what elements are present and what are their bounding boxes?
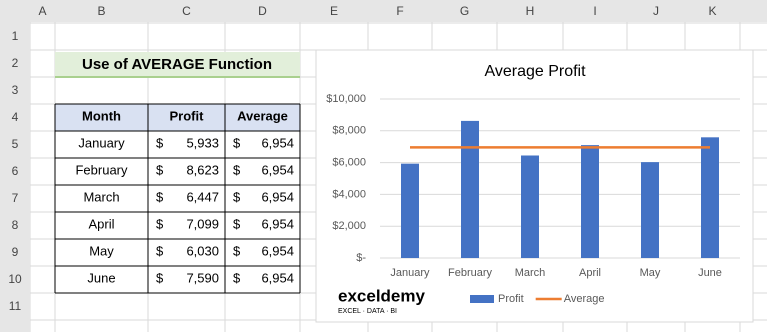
currency-symbol: $ bbox=[156, 189, 164, 204]
currency-symbol: $ bbox=[233, 135, 241, 150]
currency-symbol: $ bbox=[156, 270, 164, 285]
column-header-bar bbox=[0, 0, 767, 22]
table-cell: 6,447 bbox=[186, 189, 219, 204]
y-tick-label: $2,000 bbox=[332, 220, 366, 232]
column-header: K bbox=[708, 4, 716, 18]
table-cell: May bbox=[89, 243, 114, 258]
table-cell: 6,954 bbox=[261, 189, 294, 204]
watermark-tagline: EXCEL · DATA · BI bbox=[338, 308, 397, 315]
bar bbox=[641, 162, 659, 258]
table-cell: February bbox=[75, 162, 128, 177]
bar bbox=[461, 120, 479, 258]
table-cell: 6,954 bbox=[261, 162, 294, 177]
bar bbox=[521, 155, 539, 258]
table-header: Average bbox=[237, 108, 288, 123]
table-cell: 6,954 bbox=[261, 243, 294, 258]
column-header: D bbox=[258, 4, 267, 18]
row-header: 8 bbox=[12, 218, 19, 232]
bar bbox=[401, 163, 419, 258]
table-cell: 7,099 bbox=[186, 216, 219, 231]
watermark-name: exceldemy bbox=[338, 286, 425, 305]
legend-label: Average bbox=[564, 293, 605, 305]
x-tick-label: June bbox=[698, 267, 722, 279]
column-header: G bbox=[460, 4, 469, 18]
table-cell: 6,030 bbox=[186, 243, 219, 258]
table-cell: April bbox=[88, 216, 114, 231]
x-tick-label: April bbox=[579, 267, 601, 279]
table-cell: 8,623 bbox=[186, 162, 219, 177]
column-header: H bbox=[526, 4, 535, 18]
column-header: J bbox=[653, 4, 659, 18]
column-header: A bbox=[38, 4, 46, 18]
currency-symbol: $ bbox=[233, 216, 241, 231]
column-header: B bbox=[97, 4, 105, 18]
column-header: C bbox=[182, 4, 191, 18]
table-header: Profit bbox=[170, 108, 205, 123]
x-tick-label: March bbox=[515, 267, 546, 279]
row-header: 9 bbox=[12, 245, 19, 259]
legend-swatch bbox=[470, 295, 494, 303]
currency-symbol: $ bbox=[233, 189, 241, 204]
currency-symbol: $ bbox=[156, 216, 164, 231]
row-header: 6 bbox=[12, 164, 19, 178]
row-header: 10 bbox=[8, 272, 22, 286]
currency-symbol: $ bbox=[233, 162, 241, 177]
column-header: E bbox=[330, 4, 338, 18]
x-tick-label: May bbox=[640, 267, 661, 279]
y-tick-label: $6,000 bbox=[332, 157, 366, 169]
title-cell bbox=[55, 52, 300, 77]
table-cell: 7,590 bbox=[186, 270, 219, 285]
bar bbox=[581, 145, 599, 258]
table-cell: June bbox=[87, 270, 115, 285]
table-cell: 6,954 bbox=[261, 270, 294, 285]
row-header: 11 bbox=[9, 299, 22, 313]
row-header-bar bbox=[0, 0, 30, 332]
x-tick-label: January bbox=[390, 267, 430, 279]
table-cell: March bbox=[83, 189, 119, 204]
table-cell: 5,933 bbox=[186, 135, 219, 150]
sheet-title: Use of AVERAGE Function bbox=[82, 56, 272, 73]
currency-symbol: $ bbox=[233, 270, 241, 285]
chart-title: Average Profit bbox=[484, 63, 586, 80]
bar bbox=[701, 137, 719, 258]
currency-symbol: $ bbox=[156, 135, 164, 150]
legend-label: Profit bbox=[498, 293, 524, 305]
table-cell: January bbox=[78, 135, 125, 150]
x-tick-label: February bbox=[448, 267, 493, 279]
table-cell: 6,954 bbox=[261, 135, 294, 150]
row-header: 4 bbox=[12, 110, 19, 124]
y-tick-label: $- bbox=[356, 252, 366, 264]
y-tick-label: $10,000 bbox=[326, 93, 366, 105]
row-header: 1 bbox=[12, 29, 19, 43]
column-header: F bbox=[396, 4, 403, 18]
y-tick-label: $8,000 bbox=[332, 125, 366, 137]
currency-symbol: $ bbox=[156, 243, 164, 258]
currency-symbol: $ bbox=[233, 243, 241, 258]
row-header: 2 bbox=[12, 56, 19, 70]
row-header: 5 bbox=[12, 137, 19, 151]
column-header: I bbox=[593, 4, 596, 18]
currency-symbol: $ bbox=[156, 162, 164, 177]
row-header: 3 bbox=[12, 83, 19, 97]
row-header: 7 bbox=[12, 191, 19, 205]
table-header-fill bbox=[55, 104, 300, 131]
table-header: Month bbox=[82, 108, 121, 123]
y-tick-label: $4,000 bbox=[332, 188, 366, 200]
table-cell: 6,954 bbox=[261, 216, 294, 231]
